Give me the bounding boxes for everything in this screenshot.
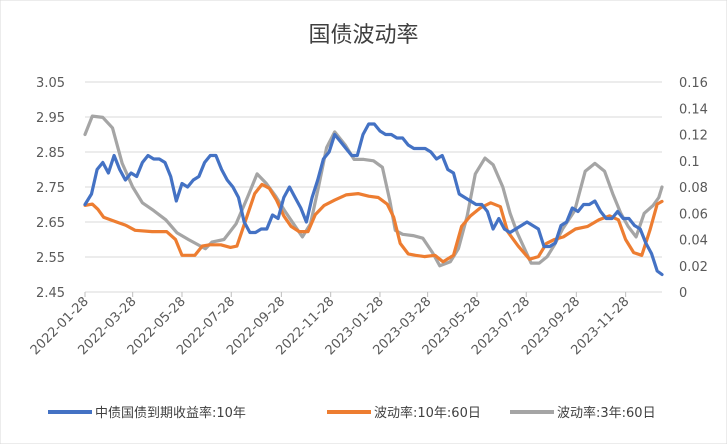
right-axis-ticks: 0.16 0.14 0.12 0.1 0.08 0.06 0.04 0.02 0 <box>679 76 708 301</box>
right-tick-label: 0.1 <box>679 155 700 170</box>
series-line <box>83 182 664 264</box>
left-tick-label: 2.95 <box>36 111 65 126</box>
series-line <box>83 122 664 277</box>
right-tick-label: 0.16 <box>679 76 708 91</box>
left-tick-label: 3.05 <box>36 76 65 91</box>
right-tick-label: 0.04 <box>679 234 708 249</box>
series-line <box>83 114 664 268</box>
left-axis-ticks: 3.05 2.95 2.85 2.75 2.65 2.55 2.45 <box>36 76 65 301</box>
left-tick-label: 2.75 <box>36 181 65 196</box>
left-tick-label: 2.85 <box>36 146 65 161</box>
legend: 中债国债到期收益率:10年 波动率:10年:60日 波动率:3年:60日 <box>48 405 656 421</box>
legend-label: 波动率:10年:60日 <box>374 405 481 421</box>
legend-label: 中债国债到期收益率:10年 <box>95 405 246 421</box>
right-tick-label: 0.08 <box>679 181 708 196</box>
right-tick-label: 0.14 <box>679 102 708 117</box>
series-lines <box>83 114 664 277</box>
left-tick-label: 2.45 <box>36 286 65 301</box>
right-tick-label: 0.12 <box>679 129 708 144</box>
legend-label: 波动率:3年:60日 <box>557 405 656 421</box>
right-tick-label: 0.06 <box>679 207 708 222</box>
left-tick-label: 2.65 <box>36 216 65 231</box>
chart-title: 国债波动率 <box>308 23 418 48</box>
right-tick-label: 0.02 <box>679 260 708 275</box>
right-tick-label: 0 <box>679 286 687 301</box>
left-tick-label: 2.55 <box>36 251 65 266</box>
